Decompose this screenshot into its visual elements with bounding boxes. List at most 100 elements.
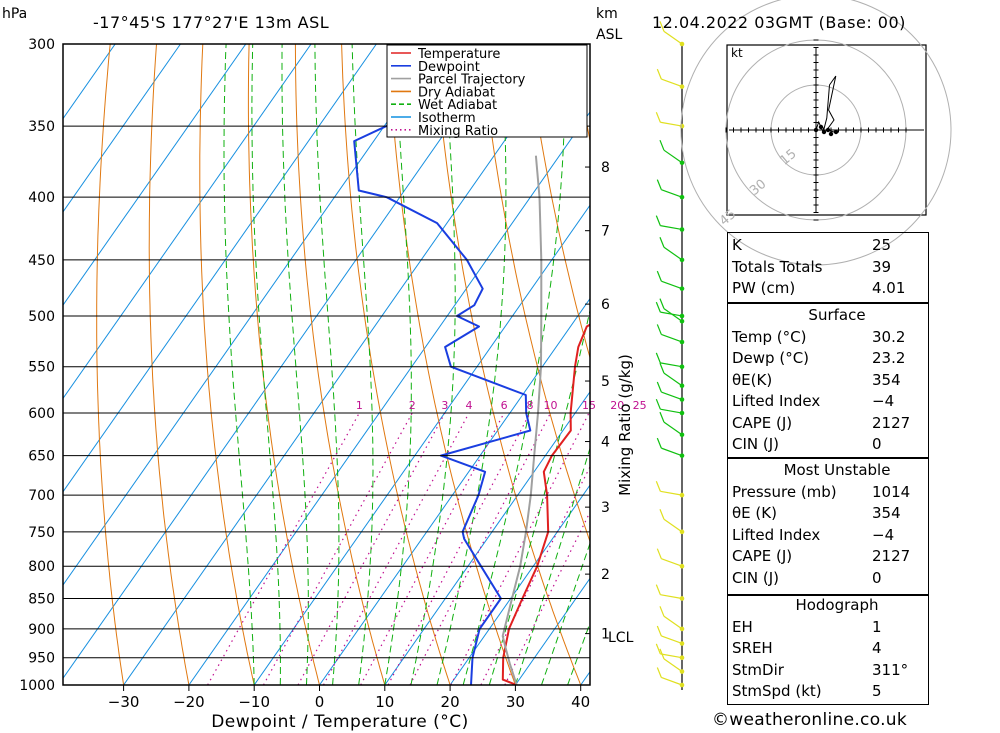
index-row: Lifted Index −4 <box>727 525 947 547</box>
index-label: Totals Totals <box>732 257 823 276</box>
wind-barb-staff <box>660 121 683 127</box>
index-label: StmDir <box>732 660 784 679</box>
wind-barb-staff <box>661 635 683 645</box>
hodograph-point <box>825 127 831 133</box>
isotherm-line <box>188 111 590 685</box>
wind-barb-flag <box>656 381 662 393</box>
wind-barb-staff <box>660 594 683 600</box>
isotherm-line <box>319 297 590 685</box>
index-row: Temp (°C) 30.2 <box>727 327 947 349</box>
mixing-ratio-label: 3 <box>441 399 448 412</box>
isotherm-line <box>63 44 247 307</box>
wind-barb-staff <box>663 246 683 261</box>
x-tick-label: −10 <box>238 693 270 711</box>
height-tick-label: 6 <box>601 297 610 313</box>
isotherm-line <box>123 44 573 685</box>
legend-box <box>386 44 588 138</box>
wind-barb <box>659 139 685 166</box>
index-value: 1 <box>872 617 882 636</box>
wind-barb-dot <box>679 655 685 660</box>
wet-adiabat-line <box>223 44 255 685</box>
mixing-ratio-line <box>387 412 531 685</box>
wind-barb-staff <box>661 676 683 686</box>
lcl-label: LCL <box>608 630 634 646</box>
pressure-tick-label: 750 <box>28 525 55 541</box>
index-label: CIN (J) <box>732 568 780 587</box>
index-label: CAPE (J) <box>732 547 793 565</box>
wind-barb-staff <box>663 30 683 45</box>
wind-barb-flag <box>659 508 665 520</box>
wind-barb-flag <box>656 548 662 559</box>
wind-barb <box>659 648 685 674</box>
hodograph-point <box>813 127 819 133</box>
wind-barb-dot <box>679 227 685 232</box>
wind-barb <box>655 352 685 370</box>
wind-barb <box>656 270 685 291</box>
wind-barb-staff <box>660 311 683 317</box>
most-unstable-table: Most Unstable Pressure (mb) 1014 θE (K) 35… <box>727 460 947 589</box>
index-label: SREH <box>732 639 773 657</box>
wind-barb <box>659 298 685 324</box>
location-title: -17°45'S 177°27'E 13m ASL <box>93 13 330 32</box>
pressure-unit-label: hPa <box>2 6 28 22</box>
index-value: 2127 <box>872 547 911 565</box>
wet-adiabat-line <box>281 44 309 685</box>
height-tick-label: 8 <box>601 160 610 176</box>
pressure-tick-label: 700 <box>28 488 55 504</box>
wind-barb <box>655 584 685 601</box>
wet-adiabat-line <box>410 44 456 685</box>
basic-indices-table: K 25 Totals Totals 39 PW (cm) 4.01 <box>727 235 947 300</box>
pressure-tick-label: 850 <box>28 591 55 607</box>
wind-barb-flag <box>655 215 661 226</box>
index-row: StmDir 311° <box>727 660 947 682</box>
index-value: 39 <box>872 257 892 276</box>
legend-label: Dry Adiabat <box>418 85 495 100</box>
dry-adiabat-line <box>199 44 255 685</box>
wind-barb <box>656 68 685 89</box>
index-label: CAPE (J) <box>732 413 793 432</box>
height-unit-label: km <box>596 6 618 22</box>
wind-barb-staff <box>663 518 683 533</box>
pressure-tick-label: 800 <box>28 559 55 575</box>
surface-title: Surface <box>808 306 866 324</box>
wet-adiabat-line <box>314 44 340 685</box>
wind-barb-dot <box>679 318 685 324</box>
most-unstable-title: Most Unstable <box>783 461 891 479</box>
index-label: Lifted Index <box>732 525 821 544</box>
wind-barb-dot <box>679 194 685 200</box>
wind-barb-dot <box>679 563 685 569</box>
hodograph-point <box>828 131 834 137</box>
height-tick-label: 3 <box>601 500 610 516</box>
wind-barb-dot <box>679 492 685 498</box>
isotherm-line <box>63 44 312 400</box>
credit-link[interactable]: ©weatheronline.co.uk <box>712 710 908 730</box>
wind-barb <box>656 548 685 569</box>
index-label: StmSpd (kt) <box>732 682 822 700</box>
wet-adiabat-line <box>514 446 590 685</box>
wind-barb-flag <box>655 584 661 595</box>
wind-barb <box>659 606 685 632</box>
dry-adiabat-line <box>387 44 516 685</box>
wind-barb-dot <box>679 339 685 345</box>
hodograph-ring <box>680 0 952 266</box>
index-value: 1014 <box>872 482 911 501</box>
index-value: 2127 <box>872 413 911 432</box>
pressure-tick-label: 950 <box>28 651 55 667</box>
wind-barb <box>659 237 685 263</box>
index-row: CIN (J) 0 <box>727 434 947 456</box>
index-row: Dewp (°C) 23.2 <box>727 348 947 370</box>
wind-barb-flag <box>659 298 665 309</box>
wind-barb-staff <box>663 421 683 436</box>
index-value: 0 <box>872 435 882 453</box>
wind-barb-staff <box>660 408 683 414</box>
index-value: 354 <box>872 370 901 389</box>
isotherm-line <box>63 44 116 120</box>
wind-barb <box>659 21 685 47</box>
index-row: CAPE (J) 2127 <box>727 546 947 568</box>
legend-label: Mixing Ratio <box>418 124 498 139</box>
dry-adiabat-line <box>526 44 590 360</box>
isotherm-line <box>63 44 508 680</box>
wind-barb-staff <box>661 189 683 198</box>
index-row: CAPE (J) 2127 <box>727 413 947 435</box>
